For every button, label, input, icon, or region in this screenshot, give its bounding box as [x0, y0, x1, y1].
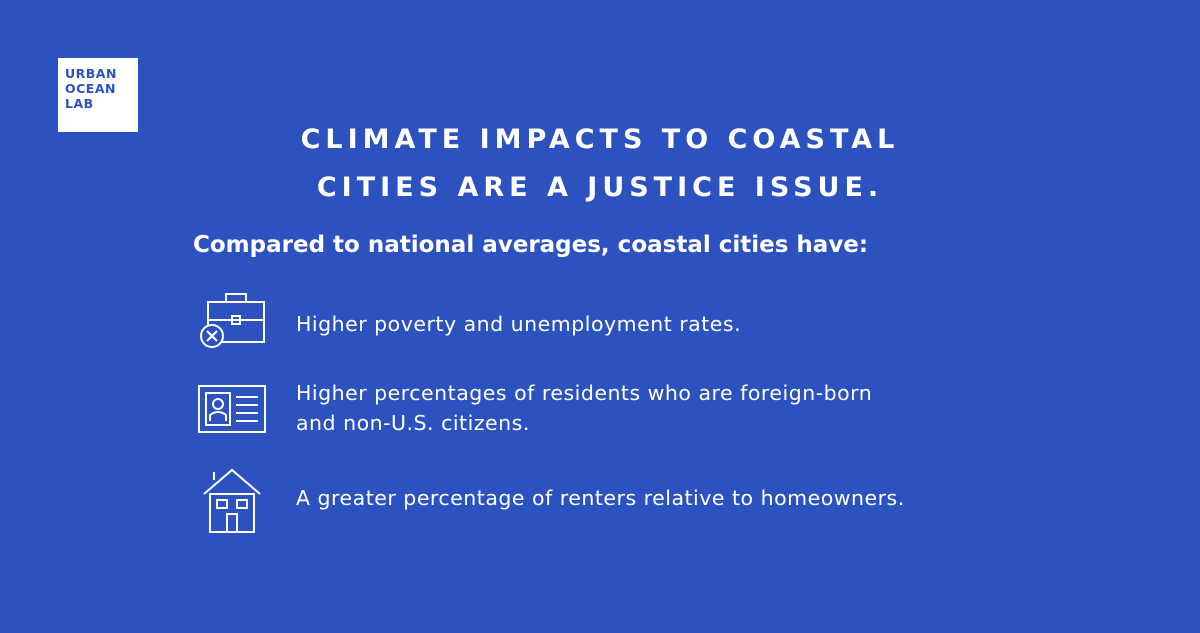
logo-line: LAB [65, 96, 94, 111]
house-icon [203, 468, 261, 533]
intro: Compared to national averages, coastal c… [193, 232, 869, 258]
item: Higher poverty and unemployment rates. [296, 309, 741, 339]
item-line: Higher percentages of residents who are … [296, 381, 873, 405]
item-line: and non-U.S. citizens. [296, 411, 530, 435]
logo: URBAN OCEAN LAB [58, 58, 138, 132]
id-card-icon [198, 385, 266, 433]
title: CLIMATE IMPACTS TO COASTAL CITIES ARE A … [0, 116, 1200, 212]
item: Higher percentages of residents who are … [296, 378, 872, 438]
title-line: CLIMATE IMPACTS TO COASTAL [300, 124, 900, 155]
logo-line: OCEAN [65, 81, 116, 96]
logo-line: URBAN [65, 66, 117, 81]
briefcase-icon [200, 293, 265, 348]
title-line: CITIES ARE A JUSTICE ISSUE. [316, 172, 884, 203]
item: A greater percentage of renters relative… [296, 483, 905, 513]
item-line: A greater percentage of renters relative… [296, 486, 905, 510]
item-line: Higher poverty and unemployment rates. [296, 312, 742, 336]
